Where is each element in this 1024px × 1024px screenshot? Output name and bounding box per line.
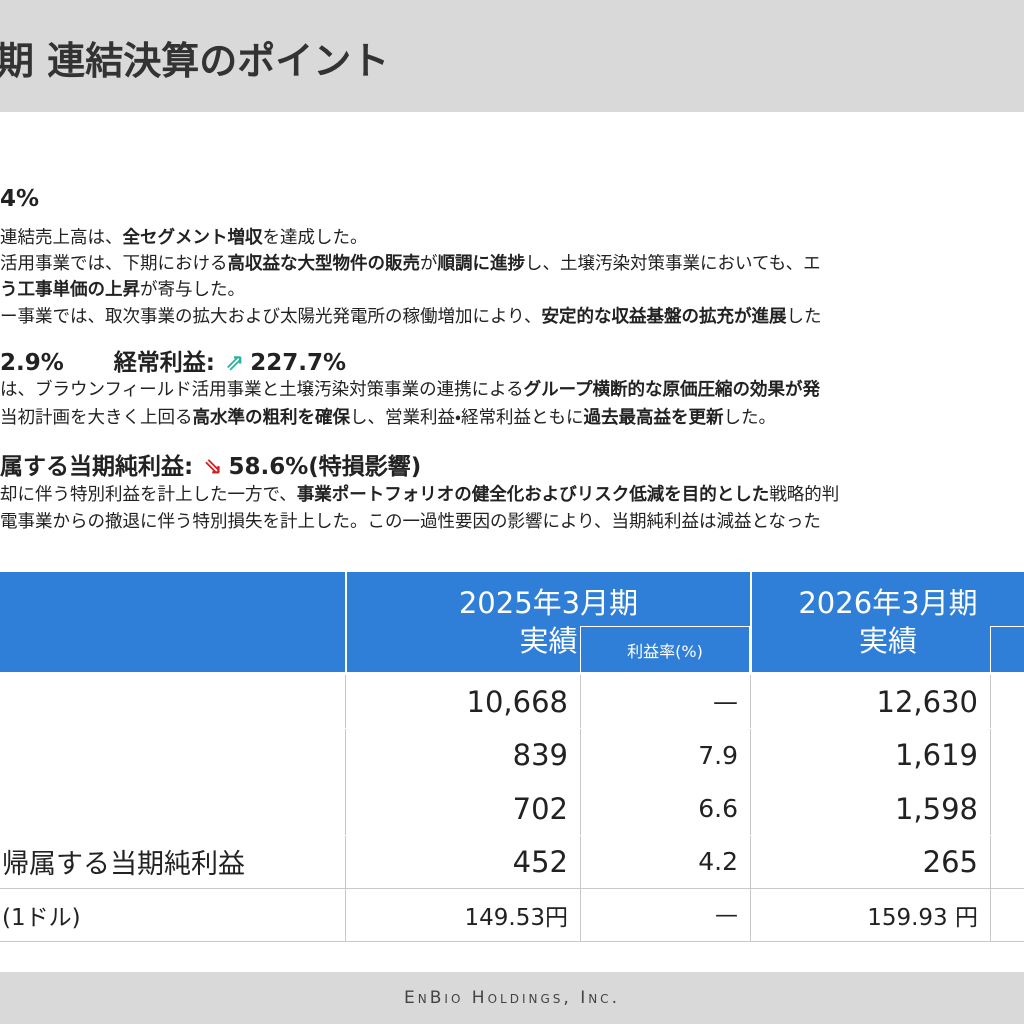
text-run: した。 bbox=[723, 408, 776, 428]
text-run: が寄与した。 bbox=[140, 280, 245, 300]
table-cell: 839 bbox=[345, 728, 580, 782]
column-label: 実績 bbox=[519, 624, 578, 658]
heading-text: 4% bbox=[0, 186, 40, 212]
text-run: した bbox=[786, 307, 822, 327]
body-line: 連結売上高は、全セグメント増収を達成した。 bbox=[0, 224, 368, 249]
period-label: 2026年3月期 bbox=[798, 586, 978, 620]
table-cell: 6.6 bbox=[580, 782, 750, 835]
header-cell bbox=[0, 572, 345, 672]
body-line: 活用事業では、下期における高収益な大型物件の販売が順調に進捗し、土壌汚染対策事業… bbox=[0, 250, 821, 275]
table-cell: 1,598 bbox=[750, 782, 990, 835]
body-line: 却に伴う特別利益を計上した一方で、事業ポートフォリオの健全化およびリスク低減を目… bbox=[0, 481, 839, 506]
page-title: 期 連結決算のポイント bbox=[0, 39, 390, 83]
table-cell: 12,630 bbox=[750, 675, 990, 728]
company-name: EnBio Holdings, Inc. bbox=[404, 988, 620, 1008]
down-arrow: ⇘ bbox=[203, 454, 223, 480]
text-run: 高水準の粗利を確保 bbox=[192, 408, 351, 428]
header-bar bbox=[0, 0, 1024, 112]
heading-text: 227.7% bbox=[250, 350, 347, 376]
header-cell: 2026年3月期 実績 bbox=[750, 572, 1024, 672]
text-run: 高収益な大型物件の販売 bbox=[227, 254, 421, 274]
table-cell: 4.2 bbox=[580, 835, 750, 889]
heading-text: 経常利益: bbox=[113, 350, 215, 376]
up-arrow: ⇗ bbox=[225, 350, 245, 376]
table-cell: 702 bbox=[345, 782, 580, 835]
row-label bbox=[0, 729, 345, 782]
text-run: 順調に進捗 bbox=[437, 254, 526, 274]
text-run: が bbox=[420, 254, 438, 274]
row-label: 帰属する当期純利益 bbox=[0, 836, 345, 889]
body-line: は、ブラウンフィールド活用事業と土壌汚染対策事業の連携によるグループ横断的な原価… bbox=[0, 376, 820, 401]
text-run: 事業ポートフォリオの健全化およびリスク低減を目的とした bbox=[296, 485, 770, 505]
text-run: 当初計画を大きく上回る bbox=[0, 408, 193, 428]
section-heading: 4% bbox=[0, 186, 39, 212]
text-run: 戦略的判 bbox=[769, 485, 840, 505]
column-label: 実績 bbox=[858, 624, 917, 658]
row-label: (1ドル) bbox=[0, 889, 345, 942]
table-cell bbox=[990, 889, 1024, 942]
text-run: う工事単価の上昇 bbox=[0, 280, 140, 300]
table-cell: 1,619 bbox=[750, 728, 990, 782]
text-run: し、土壌汚染対策事業においても、エ bbox=[525, 254, 821, 274]
text-run: 却に伴う特別利益を計上した一方で、 bbox=[0, 485, 297, 505]
period-label: 2025年3月期 bbox=[458, 586, 639, 620]
table-cell: 7.9 bbox=[580, 728, 750, 782]
heading-text: 属する当期純利益: bbox=[0, 454, 194, 480]
table-cell: 149.53円 bbox=[345, 889, 580, 942]
table-cell: — bbox=[580, 675, 750, 728]
table-cell: 159.93 円 bbox=[750, 889, 990, 942]
heading-text: 58.6%(特損影響) bbox=[228, 454, 422, 480]
body-line: 当初計画を大きく上回る高水準の粗利を確保し、営業利益・経常利益ともに過去最高益を… bbox=[0, 404, 776, 429]
section-heading: 2.9% 経常利益: ⇗ 227.7% bbox=[0, 343, 346, 377]
text-run: を達成した。 bbox=[262, 228, 368, 248]
table-cell: 452 bbox=[345, 835, 580, 889]
text-run: 活用事業では、下期における bbox=[0, 254, 228, 274]
heading-text: 2.9% bbox=[0, 350, 64, 376]
body-line: ー事業では、取次事業の拡大および太陽光発電所の稼働増加により、安定的な収益基盤の… bbox=[0, 303, 821, 328]
table-cell bbox=[990, 728, 1024, 782]
table-cell: — bbox=[580, 889, 750, 942]
text-run: し、営業利益・経常利益ともに bbox=[350, 408, 584, 428]
text-run: 全セグメント増収 bbox=[122, 228, 263, 248]
text-run: 過去最高益を更新 bbox=[583, 408, 724, 428]
text-run: 連結売上高は、 bbox=[0, 228, 123, 248]
section-heading: 属する当期純利益: ⇘ 58.6%(特損影響) bbox=[0, 447, 421, 481]
table-cell bbox=[990, 675, 1024, 728]
table-cell: 265 bbox=[750, 835, 990, 889]
footer-bar bbox=[0, 972, 1024, 1024]
row-label bbox=[0, 675, 345, 728]
body-line: う工事単価の上昇が寄与した。 bbox=[0, 276, 245, 301]
table-cell bbox=[990, 835, 1024, 889]
header-cell: 利益率(%) bbox=[580, 626, 750, 672]
table-cell: 10,668 bbox=[345, 675, 580, 728]
body-line: 電事業からの撤退に伴う特別損失を計上した。この一過性要因の影響により、当期純利益… bbox=[0, 508, 821, 533]
text-run: 安定的な収益基盤の拡充が進展 bbox=[541, 307, 787, 327]
row-label bbox=[0, 782, 345, 835]
results-table: 2025年3月期 実績 2026年3月期 実績 利益率(%) 10,668—12,630 8… bbox=[0, 572, 1024, 942]
table-cell bbox=[990, 782, 1024, 835]
text-run: 電事業からの撤退に伴う特別損失を計上した。この一過性要因の影響により、当期純利益… bbox=[0, 512, 821, 532]
text-run: は、ブラウンフィールド活用事業と土壌汚染対策事業の連携による bbox=[0, 380, 524, 400]
text-run: ー事業では、取次事業の拡大および太陽光発電所の稼働増加により、 bbox=[0, 307, 542, 327]
text-run: グループ横断的な原価圧縮の効果が発 bbox=[523, 380, 821, 400]
header-cell bbox=[990, 626, 1024, 672]
